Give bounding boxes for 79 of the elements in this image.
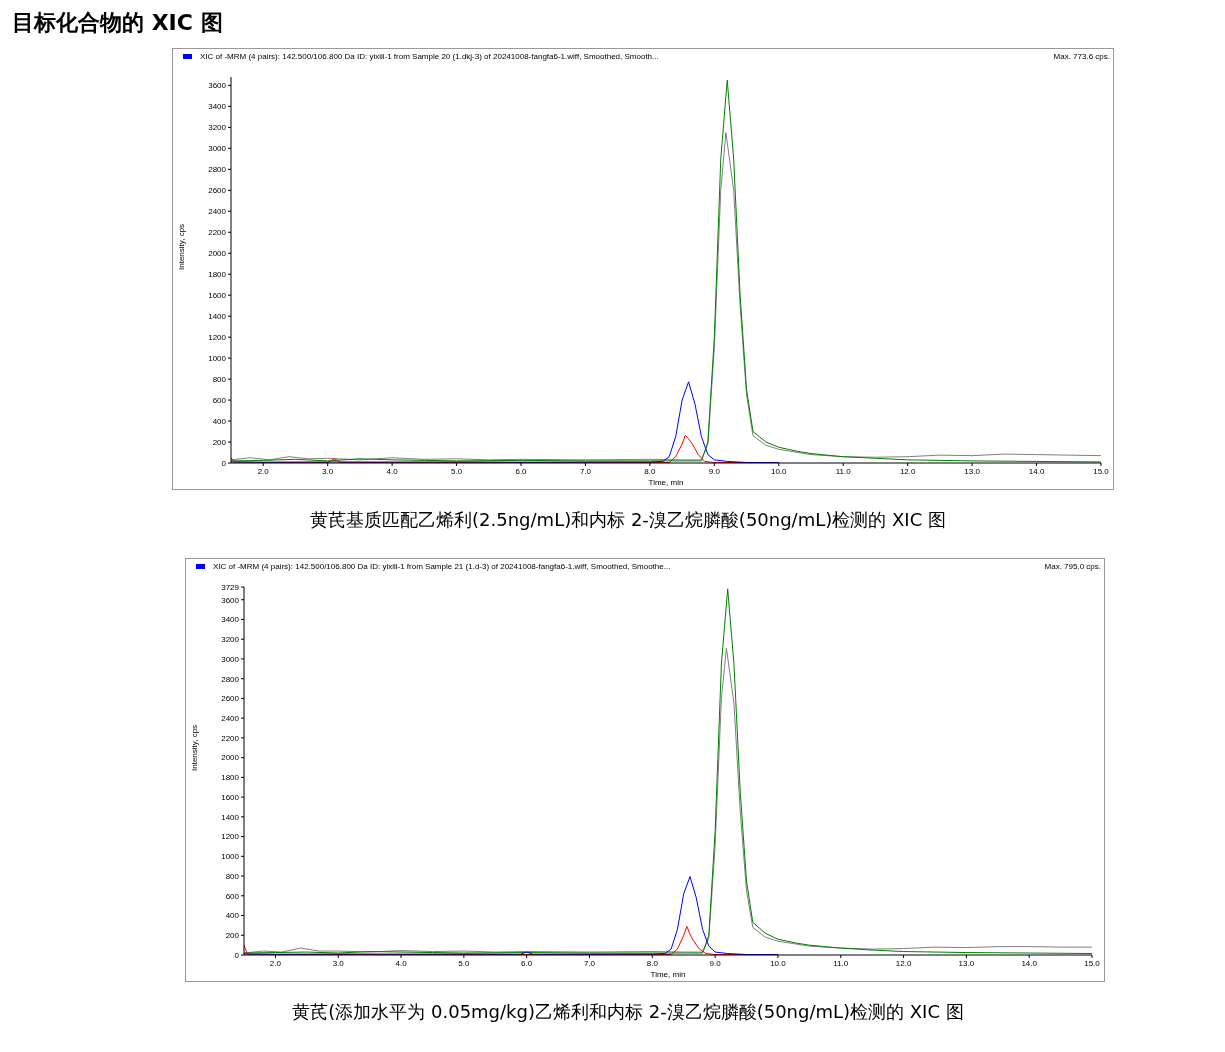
x-tick-label: 15.0 <box>1084 958 1101 968</box>
x-tick-label: 10.0 <box>770 466 788 476</box>
x-tick-label: 14.0 <box>1021 958 1038 968</box>
chart-subtitle: Max. 795.0 cps. <box>1044 562 1101 571</box>
x-tick-label: 4.0 <box>386 466 399 476</box>
x-tick-label: 4.0 <box>395 958 408 968</box>
x-tick-label: 11.0 <box>835 466 852 476</box>
y-axis-title: Intensity, cps <box>176 223 186 270</box>
x-tick-label: 12.0 <box>895 958 912 968</box>
text: 黄芪(添加水平为 0.05mg/kg)乙烯利和内标 2-溴乙烷膦酸(50ng/mL)检测的 XIC 图 <box>291 1000 965 1024</box>
y-axis-title: Intensity, cps <box>189 724 199 771</box>
x-tick-label: 2.0 <box>269 958 282 968</box>
y-tick-label: 3200 <box>221 635 240 645</box>
y-tick-label: 1400 <box>208 311 227 321</box>
y-tick-label: 1200 <box>221 832 240 842</box>
y-tick-label: 3600 <box>208 81 227 91</box>
x-tick-label: 9.0 <box>708 466 721 476</box>
y-tick-label: 600 <box>212 395 227 405</box>
x-axis-title: Time, min <box>650 970 686 979</box>
x-tick-label: 3.0 <box>322 466 334 476</box>
y-tick-label: 2400 <box>208 207 227 217</box>
y-tick-label: 2600 <box>221 694 240 704</box>
x-tick-label: 9.0 <box>709 958 722 968</box>
x-tick-label: 5.0 <box>450 466 463 476</box>
x-tick-label: 8.0 <box>646 958 659 968</box>
x-tick-label: 14.0 <box>1028 466 1045 476</box>
x-tick-label: 11.0 <box>833 958 849 968</box>
y-tick-label: 2400 <box>221 713 240 723</box>
y-tick-label: 800 <box>225 871 240 881</box>
x-tick-label: 2.0 <box>257 466 270 476</box>
y-tick-label: 1400 <box>221 812 240 822</box>
y-tick-label: 2200 <box>208 228 227 238</box>
y-tick-label: 1000 <box>208 353 227 363</box>
y-tick-label: 400 <box>225 911 240 921</box>
y-tick-label: 400 <box>212 416 227 426</box>
y-tick-label: 3400 <box>221 615 240 625</box>
x-tick-label: 5.0 <box>458 958 470 968</box>
y-tick-label: 2600 <box>208 186 227 196</box>
text: 目标化合物的 XIC 图 <box>12 9 224 37</box>
chart-title: XIC of -MRM (4 pairs): 142.500/106.800 Da ID: yixili-1 from Sample 21 (1.d-3) of 20241008-fangfa6-1.wiff, Smoothed, Smoothe... <box>213 562 671 571</box>
y-tick-label: 0 <box>221 458 227 468</box>
y-tick-label: 1200 <box>208 332 227 342</box>
y-tick-label: 2800 <box>208 165 227 175</box>
y-tick-label: 1600 <box>221 792 240 802</box>
x-tick-label: 8.0 <box>644 466 656 476</box>
y-tick-label: 800 <box>212 374 227 384</box>
x-axis-title: Time, min <box>648 478 684 487</box>
x-tick-label: 6.0 <box>515 466 528 476</box>
x-tick-label: 13.0 <box>958 958 975 968</box>
y-tick-label: 2800 <box>221 674 240 684</box>
chart-title: XIC of -MRM (4 pairs): 142.500/106.800 Da ID: yixili-1 from Sample 20 (1.dkj-3) of 20241008-fangfa6-1.wiff, Smoothed, Smooth... <box>200 52 659 61</box>
y-tick-label: 200 <box>225 931 240 941</box>
x-tick-label: 10.0 <box>770 958 787 968</box>
line-series <box>244 588 1092 955</box>
x-tick-label: 12.0 <box>899 466 916 476</box>
x-tick-label: 7.0 <box>583 958 596 968</box>
y-tick-label: 3000 <box>221 654 240 664</box>
x-tick-label: 3.0 <box>332 958 345 968</box>
y-tick-label: 1000 <box>221 852 240 862</box>
y-tick-label: 2000 <box>221 753 240 763</box>
y-tick-label: 1800 <box>208 270 227 280</box>
x-tick-label: 15.0 <box>1093 466 1110 476</box>
y-tick-label: 3000 <box>208 144 227 154</box>
y-tick-label: 3400 <box>208 102 227 112</box>
x-tick-label: 7.0 <box>579 466 592 476</box>
y-tick-label: 0 <box>234 950 240 960</box>
text: 黄芪基质匹配乙烯利(2.5ng/mL)和内标 2-溴乙烷膦酸(50ng/mL)检测的 XIC 图 <box>309 508 947 532</box>
y-tick-label: 3600 <box>221 595 240 605</box>
y-tick-label: 600 <box>225 891 240 901</box>
y-tick-label: 1600 <box>208 291 227 301</box>
y-tick-label: 3729 <box>221 582 240 592</box>
x-tick-label: 13.0 <box>964 466 981 476</box>
y-tick-label: 1800 <box>221 773 240 783</box>
y-tick-label: 3200 <box>208 123 227 133</box>
chart-subtitle: Max. 773.6 cps. <box>1053 52 1110 61</box>
y-tick-label: 2000 <box>208 249 227 259</box>
y-tick-label: 2200 <box>221 733 240 743</box>
y-tick-label: 200 <box>212 437 227 447</box>
x-tick-label: 6.0 <box>521 958 533 968</box>
